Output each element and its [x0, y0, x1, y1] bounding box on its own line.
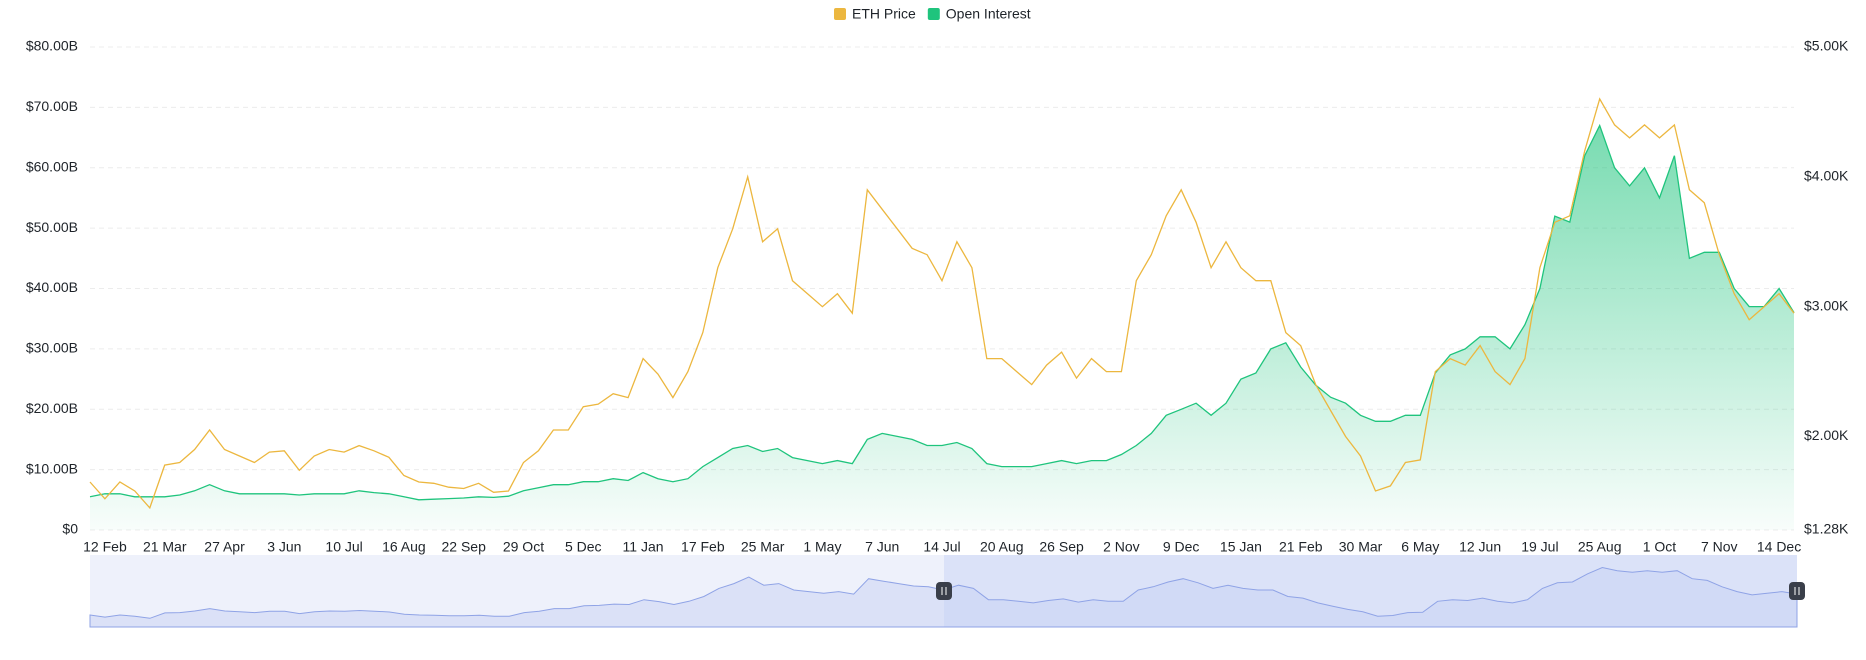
navigator-handle[interactable]	[936, 582, 952, 600]
x-tick-label: 10 Jul	[325, 539, 362, 555]
x-tick-label: 7 Jun	[865, 539, 899, 555]
x-tick-label: 17 Feb	[681, 539, 725, 555]
x-tick-label: 29 Oct	[503, 539, 544, 555]
x-tick-label: 12 Jun	[1459, 539, 1501, 555]
x-tick-label: 1 Oct	[1643, 539, 1677, 555]
x-tick-label: 19 Jul	[1521, 539, 1558, 555]
y2-tick-label: $2.00K	[1804, 427, 1849, 443]
y-tick-label: $10.00B	[26, 460, 78, 476]
x-tick-label: 20 Aug	[980, 539, 1024, 555]
x-tick-label: 16 Aug	[382, 539, 426, 555]
y2-tick-label: $3.00K	[1804, 297, 1849, 313]
x-tick-label: 30 Mar	[1339, 539, 1383, 555]
x-tick-label: 21 Mar	[143, 539, 187, 555]
x-tick-label: 14 Dec	[1757, 539, 1801, 555]
x-tick-label: 14 Jul	[923, 539, 960, 555]
x-tick-label: 6 May	[1401, 539, 1439, 555]
x-tick-label: 15 Jan	[1220, 539, 1262, 555]
x-tick-label: 25 Mar	[741, 539, 785, 555]
y-tick-label: $30.00B	[26, 340, 78, 356]
y-tick-label: $40.00B	[26, 279, 78, 295]
y-tick-label: $70.00B	[26, 98, 78, 114]
x-tick-label: 11 Jan	[623, 539, 664, 555]
legend-swatch	[834, 8, 846, 20]
y2-tick-label: $4.00K	[1804, 168, 1849, 184]
x-tick-label: 3 Jun	[267, 539, 301, 555]
x-tick-label: 9 Dec	[1163, 539, 1200, 555]
y-tick-label: $0	[62, 521, 78, 537]
y-tick-label: $60.00B	[26, 158, 78, 174]
area	[90, 125, 1794, 530]
legend-label[interactable]: ETH Price	[852, 6, 916, 22]
x-tick-label: 25 Aug	[1578, 539, 1622, 555]
x-tick-label: 7 Nov	[1701, 539, 1738, 555]
x-tick-label: 5 Dec	[565, 539, 602, 555]
y2-tick-label: $1.28K	[1804, 521, 1849, 537]
x-tick-label: 2 Nov	[1103, 539, 1140, 555]
legend-swatch	[927, 8, 940, 20]
navigator-handle[interactable]	[1789, 582, 1805, 600]
x-tick-label: 22 Sep	[441, 539, 486, 555]
y2-tick-label: $5.00K	[1804, 38, 1849, 54]
x-tick-label: 12 Feb	[83, 539, 127, 555]
legend-label[interactable]: Open Interest	[946, 6, 1031, 22]
y-tick-label: $20.00B	[26, 400, 78, 416]
x-tick-label: 26 Sep	[1039, 539, 1084, 555]
x-tick-label: 27 Apr	[204, 539, 245, 555]
x-tick-label: 21 Feb	[1279, 539, 1323, 555]
series-line	[89, 97, 1795, 510]
series-line	[89, 123, 1795, 501]
y-tick-label: $50.00B	[26, 219, 78, 235]
x-tick-label: 1 May	[803, 539, 841, 555]
y-tick-label: $80.00B	[26, 38, 78, 54]
